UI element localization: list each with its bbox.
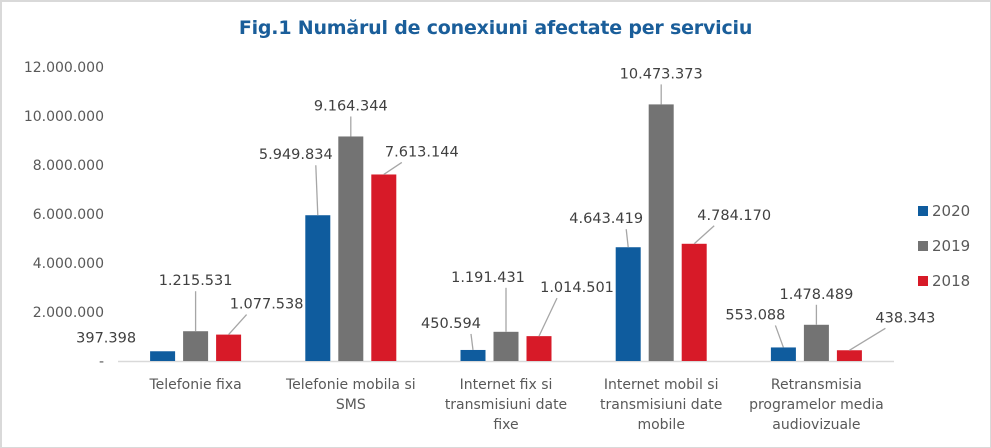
bar-2019: [338, 136, 364, 361]
leader-line: [383, 161, 403, 176]
legend-swatch-2018: [918, 276, 928, 286]
data-label: 450.594: [421, 316, 481, 332]
bar-2019: [803, 324, 829, 361]
legend-swatch-2020: [918, 206, 928, 216]
bar-2020: [305, 215, 331, 361]
bar-2020: [770, 347, 796, 361]
bar-2018: [216, 334, 242, 361]
data-label: 10.473.373: [620, 66, 703, 82]
leader-line: [228, 314, 248, 336]
bar-2020: [150, 351, 176, 361]
data-label: 5.949.834: [259, 147, 333, 163]
data-label: 553.088: [725, 307, 785, 323]
chart-title: Fig.1 Numărul de conexiuni afectate per …: [238, 17, 753, 39]
data-label: 1.191.431: [451, 270, 525, 286]
legend-swatch-2019: [918, 241, 928, 251]
bar-2018: [681, 243, 707, 361]
data-label: 397.398: [76, 330, 136, 346]
y-tick-label: 10.000.000: [24, 109, 104, 125]
x-category-label: Telefonie fixa: [148, 377, 241, 393]
x-category-label: Internet fix si: [460, 377, 553, 393]
x-category-label: Telefonie mobila si: [285, 377, 416, 393]
bar-2019: [183, 331, 209, 361]
y-tick-label: 12.000.000: [24, 60, 104, 76]
leader-line: [315, 165, 319, 216]
data-label: 4.643.419: [569, 211, 643, 227]
x-category-label: SMS: [336, 397, 366, 413]
bar-2019: [493, 331, 519, 361]
x-category-label: transmisiuni date: [445, 397, 567, 413]
x-category-label: programelor media: [749, 397, 884, 413]
data-label: 438.343: [875, 310, 935, 326]
bar-2018: [836, 350, 862, 361]
leader-line: [625, 229, 629, 248]
data-label: 4.784.170: [697, 208, 771, 224]
leader-line: [849, 327, 886, 351]
x-category-label: transmisiuni date: [600, 397, 722, 413]
bar-2020: [460, 349, 486, 361]
y-tick-label: 4.000.000: [33, 256, 104, 272]
data-label: 1.077.538: [230, 297, 304, 313]
x-category-label: fixe: [493, 417, 518, 433]
y-tick-label: 2.000.000: [33, 305, 104, 321]
bar-2019: [648, 104, 674, 362]
data-label: 1.478.489: [780, 287, 854, 303]
bar-2020: [615, 247, 641, 361]
x-category-label: mobile: [637, 417, 684, 433]
data-label: 1.215.531: [159, 273, 233, 289]
legend-label-2020: 2020: [932, 202, 970, 220]
data-label: 1.014.501: [540, 280, 614, 296]
leader-line: [774, 325, 785, 348]
leader-line: [538, 297, 558, 337]
leader-line: [693, 225, 715, 245]
x-category-label: Internet mobil si: [604, 377, 719, 393]
data-label: 9.164.344: [314, 98, 388, 114]
legend-label-2018: 2018: [932, 272, 970, 290]
x-category-label: audiovizuale: [772, 417, 860, 433]
data-label: 7.613.144: [385, 144, 459, 160]
y-tick-label: -: [99, 354, 104, 370]
leader-line: [470, 333, 474, 351]
bar-2018: [371, 174, 397, 361]
y-tick-label: 8.000.000: [33, 158, 104, 174]
legend-label-2019: 2019: [932, 237, 970, 255]
y-tick-label: 6.000.000: [33, 207, 104, 223]
bar-2018: [526, 336, 552, 361]
x-category-label: Retransmisia: [771, 377, 862, 393]
